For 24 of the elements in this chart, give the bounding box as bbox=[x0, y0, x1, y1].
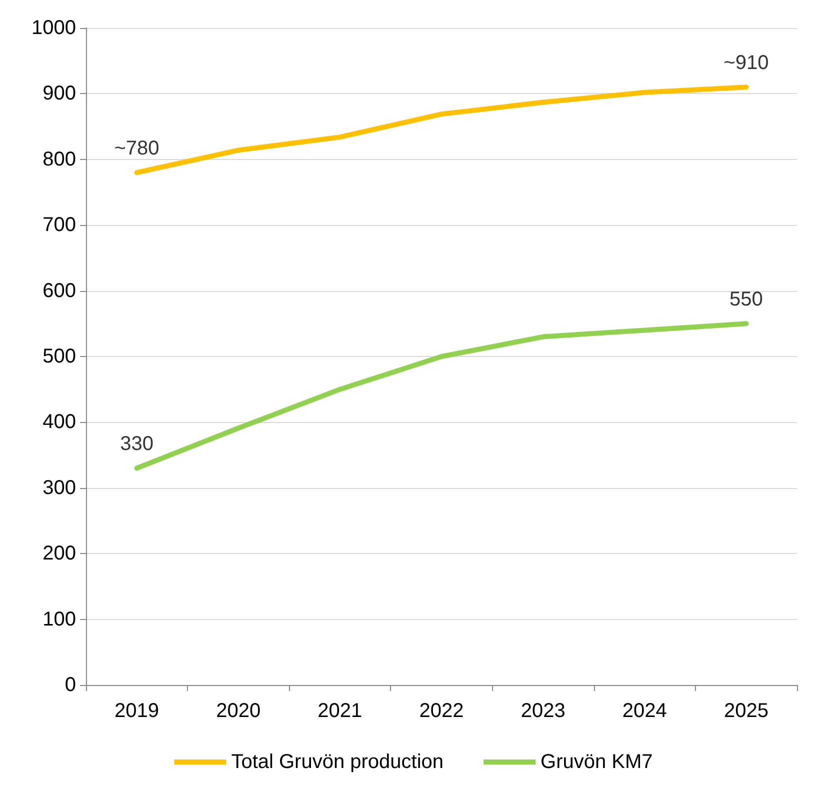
y-tick-label: 0 bbox=[64, 674, 76, 696]
x-tick-label: 2021 bbox=[318, 700, 362, 722]
annotation: 550 bbox=[730, 288, 763, 311]
x-tick-label: 2023 bbox=[520, 700, 566, 722]
y-tick-label: 700 bbox=[42, 214, 76, 236]
y-tick-label: 1000 bbox=[32, 17, 76, 39]
y-tick-label: 800 bbox=[42, 148, 76, 170]
y-tick-label: 200 bbox=[42, 542, 76, 565]
y-tick-label: 900 bbox=[42, 82, 76, 105]
x-tick-label: 2019 bbox=[114, 700, 160, 722]
legend-label: Total Gruvön production bbox=[231, 751, 444, 773]
y-tick-label: 500 bbox=[42, 346, 76, 368]
y-tick-label: 600 bbox=[42, 280, 76, 302]
y-tick-label: 100 bbox=[42, 608, 76, 630]
x-tick-label: 2022 bbox=[419, 700, 464, 722]
y-tick-label: 300 bbox=[42, 476, 76, 499]
annotation: ~780 bbox=[114, 138, 160, 160]
x-tick-label: 2020 bbox=[216, 700, 261, 722]
annotation: ~910 bbox=[724, 52, 769, 74]
x-tick-label: 2025 bbox=[724, 700, 768, 722]
y-tick-label: 400 bbox=[42, 411, 76, 434]
legend-label: Gruvön KM7 bbox=[540, 751, 653, 773]
annotation: 330 bbox=[120, 433, 154, 456]
x-tick-label: 2024 bbox=[622, 700, 667, 722]
